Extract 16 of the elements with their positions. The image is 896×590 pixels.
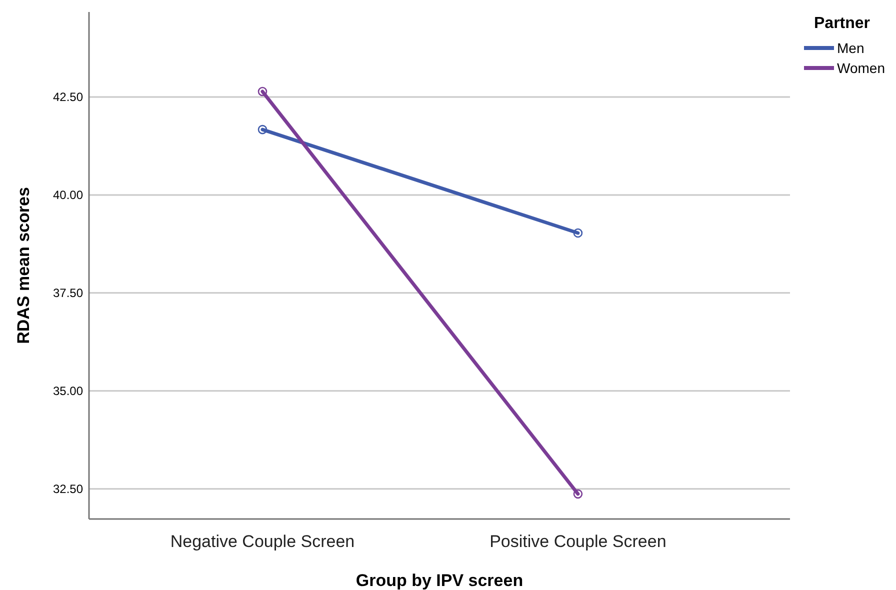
point — [258, 86, 268, 96]
y-tick-label: 40.00 — [52, 188, 84, 202]
point — [258, 124, 268, 134]
y-tick-label: 37.50 — [52, 286, 84, 300]
y-tick-label: 35.00 — [52, 384, 84, 398]
y-axis-title: RDAS mean scores — [14, 187, 33, 344]
y-tick-label: 32.50 — [52, 482, 84, 496]
legend-title: Partner — [814, 15, 870, 32]
x-tick-label: Negative Couple Screen — [170, 532, 355, 551]
x-tick-label: Positive Couple Screen — [490, 532, 666, 551]
x-axis-title: Group by IPV screen — [356, 571, 524, 590]
y-tick-label: 42.50 — [52, 90, 84, 104]
legend-label: Women — [837, 60, 885, 76]
point — [573, 228, 583, 238]
point — [573, 489, 583, 499]
legend-label: Men — [837, 40, 864, 56]
